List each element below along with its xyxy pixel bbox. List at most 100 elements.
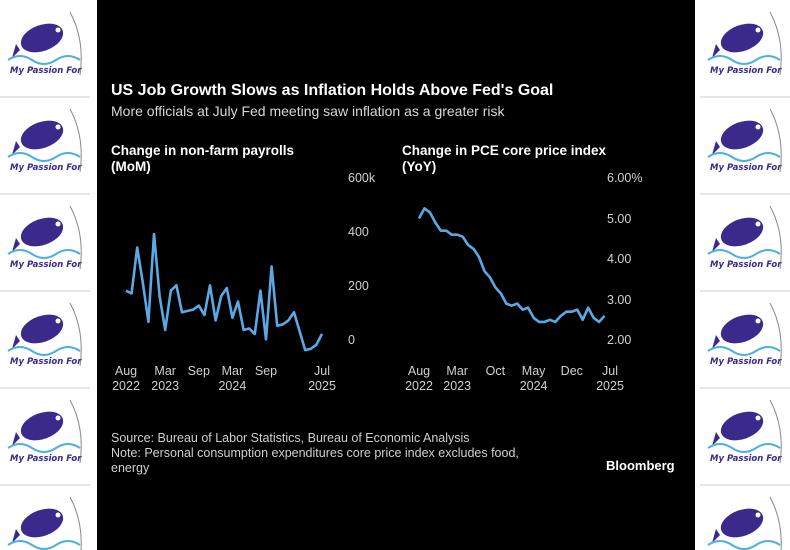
x-tick-label: Aug 2022 — [405, 364, 433, 393]
logo-water — [7, 55, 81, 65]
logo-water — [7, 249, 81, 259]
logo-water — [7, 443, 81, 453]
watermark-text: My Passion For — [710, 357, 782, 367]
logo-rod — [69, 302, 82, 367]
logo-eye — [755, 124, 761, 130]
logo-tail — [712, 529, 720, 543]
logo-fish — [720, 217, 764, 247]
watermark-text: My Passion For — [710, 66, 782, 76]
x-tick-label: Oct — [485, 364, 506, 378]
x-tick-label: Mar 2023 — [151, 364, 180, 393]
logo-water — [7, 152, 81, 162]
logo-tail — [12, 335, 20, 349]
watermark-text: My Passion For — [10, 66, 82, 76]
logo-water — [707, 346, 781, 356]
logo-water — [7, 540, 81, 550]
logo-rod — [69, 399, 82, 464]
logo-water — [7, 346, 81, 356]
logo-rod — [69, 108, 82, 173]
logo-tail — [12, 141, 20, 155]
logo-rod — [69, 11, 82, 76]
logo-fish — [720, 411, 764, 441]
watermark-text: My Passion For — [10, 163, 82, 173]
logo-fish — [720, 508, 764, 538]
logo-rod — [69, 496, 82, 550]
logo-fish — [720, 23, 764, 53]
logo-fish — [20, 411, 64, 441]
logo-fish — [720, 314, 764, 344]
logo-water — [707, 152, 781, 162]
logo-tail — [712, 238, 720, 252]
logo-eye — [755, 415, 761, 421]
logo-tail — [712, 44, 720, 58]
y-tick-label: 4.00 — [607, 252, 632, 267]
logo-eye — [55, 124, 61, 130]
logo-eye — [755, 221, 761, 227]
y-tick-label: 3.00 — [607, 292, 632, 307]
logo-tail — [712, 335, 720, 349]
logo-rod — [769, 205, 782, 270]
data-line — [125, 232, 324, 352]
logo-rod — [69, 205, 82, 270]
note: Note: Personal consumption expenditures … — [111, 446, 519, 475]
logo-eye — [55, 27, 61, 33]
logo-eye — [755, 318, 761, 324]
x-tick-label: Sep — [187, 364, 210, 378]
logo-tail — [712, 141, 720, 155]
x-tick-label: Sep — [254, 364, 278, 378]
x-tick-label: Jul 2025 — [308, 364, 336, 393]
watermark-text: My Passion For — [10, 454, 82, 464]
logo-fish — [20, 314, 64, 344]
y-tick-label: 600k — [348, 171, 376, 185]
logo-fish — [20, 23, 64, 53]
watermark-text: My Passion For — [710, 454, 782, 464]
logo-water — [707, 249, 781, 259]
logo-fish — [20, 508, 64, 538]
y-tick-label: 5.00 — [607, 211, 632, 226]
y-tick-label: 400 — [348, 225, 369, 239]
logo-eye — [55, 512, 61, 518]
logo-fish — [20, 120, 64, 150]
logo-rod — [769, 11, 782, 76]
panel-title: Change in PCE core price index (YoY) — [402, 143, 607, 174]
logo-rod — [769, 108, 782, 173]
watermark-text: My Passion For — [10, 260, 82, 270]
logo-tail — [712, 432, 720, 446]
logo-water — [707, 55, 781, 65]
subtitle: More officials at July Fed meeting saw i… — [111, 103, 505, 119]
logo-tail — [12, 529, 20, 543]
brand: Bloomberg — [606, 458, 675, 473]
logo-fish — [20, 217, 64, 247]
logo-eye — [755, 27, 761, 33]
watermark-text: My Passion For — [710, 163, 782, 173]
data-line — [417, 207, 606, 324]
y-tick-label: 6.00% — [607, 171, 643, 185]
logo-tail — [12, 44, 20, 58]
logo-fish — [720, 120, 764, 150]
x-tick-label: Jul 2025 — [596, 364, 624, 393]
y-tick-label: 0 — [348, 333, 355, 347]
x-tick-label: Aug 2022 — [112, 364, 140, 393]
panel-title: Change in non-farm payrolls (MoM) — [111, 143, 295, 174]
chart-panel — [97, 0, 695, 550]
x-tick-label: Mar 2023 — [443, 364, 472, 393]
logo-water — [707, 443, 781, 453]
source: Source: Bureau of Labor Statistics, Bure… — [111, 431, 470, 445]
logo-eye — [755, 512, 761, 518]
logo-eye — [55, 221, 61, 227]
logo-tail — [12, 238, 20, 252]
logo-rod — [769, 302, 782, 367]
x-tick-label: May 2024 — [519, 364, 548, 393]
y-tick-label: 2.00 — [607, 333, 632, 348]
logo-water — [707, 540, 781, 550]
watermark-text: My Passion For — [710, 260, 782, 270]
logo-rod — [769, 399, 782, 464]
y-tick-label: 200 — [348, 279, 369, 293]
logo-rod — [769, 496, 782, 550]
watermark-text: My Passion For — [10, 357, 82, 367]
logo-tail — [12, 432, 20, 446]
x-tick-label: Mar 2024 — [218, 364, 247, 393]
